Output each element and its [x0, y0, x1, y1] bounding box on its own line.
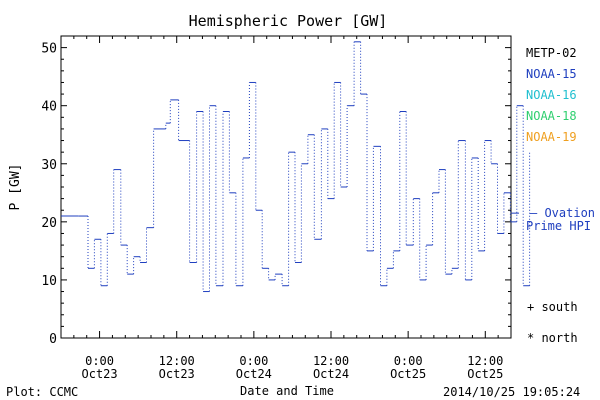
ovation-label: — Ovation — [530, 206, 595, 220]
chart-title: Hemispheric Power [GW] — [189, 12, 388, 30]
x-tick-label-date: Oct23 — [159, 367, 195, 381]
legend-entry: NOAA-18 — [526, 109, 577, 123]
plot-frame — [60, 35, 512, 339]
x-tick-label-time: 12:00 — [159, 354, 195, 368]
x-tick-label-date: Oct25 — [467, 367, 503, 381]
x-tick-label-time: 0:00 — [239, 354, 268, 368]
y-axis-label: P [GW] — [8, 164, 23, 211]
plot-source: Plot: CCMC — [6, 385, 79, 399]
y-tick-label: 10 — [41, 274, 57, 289]
y-tick-label: 50 — [41, 42, 57, 57]
x-tick-label-date: Oct25 — [390, 367, 426, 381]
chart-text: 010203040500:00Oct2312:00Oct230:00Oct241… — [8, 12, 595, 398]
x-tick-label-time: 12:00 — [313, 354, 349, 368]
legend-entry: METP-02 — [526, 46, 577, 60]
axes — [60, 35, 519, 339]
y-tick-label: 40 — [41, 100, 57, 115]
series-layer — [61, 41, 531, 293]
timestamp: 2014/10/25 19:05:24 — [443, 385, 581, 399]
x-tick-label-date: Oct24 — [313, 367, 349, 381]
x-axis-label: Date and Time — [240, 384, 334, 398]
symbol-south: + south — [527, 300, 578, 314]
x-tick-label-time: 12:00 — [467, 354, 503, 368]
y-tick-label: 0 — [49, 332, 57, 347]
x-tick-label-time: 0:00 — [85, 354, 114, 368]
ovation-label-2: Prime HPI — [526, 219, 591, 233]
legend-entry: NOAA-19 — [526, 130, 577, 144]
data-step-connectors — [87, 41, 531, 292]
x-tick-label-time: 0:00 — [394, 354, 423, 368]
x-tick-label-date: Oct24 — [236, 367, 272, 381]
legend-entry: NOAA-16 — [526, 88, 577, 102]
y-tick-label: 20 — [41, 216, 57, 231]
y-tick-label: 30 — [41, 158, 57, 173]
x-tick-label-date: Oct23 — [82, 367, 118, 381]
legend-entry: NOAA-15 — [526, 67, 577, 81]
symbol-north: * north — [527, 331, 578, 345]
